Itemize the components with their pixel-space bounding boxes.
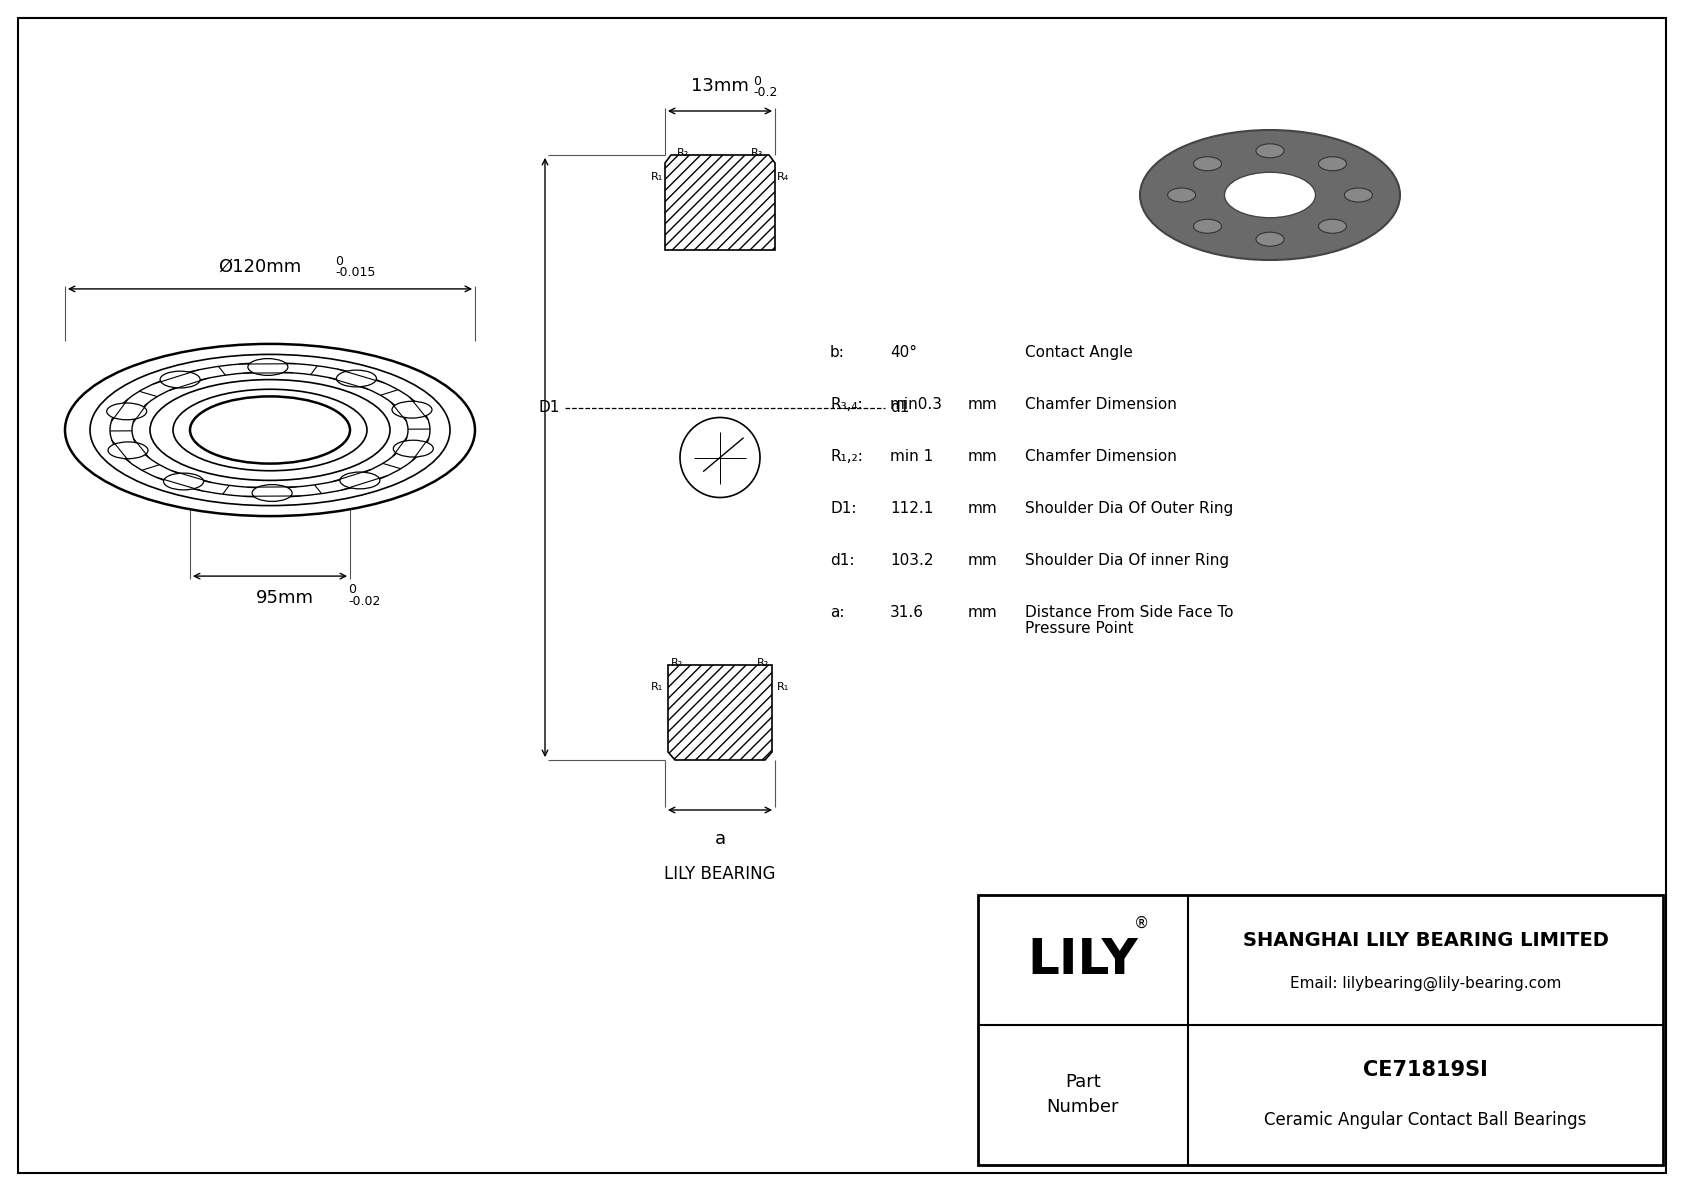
Text: R₃: R₃ [751,148,763,158]
Ellipse shape [150,380,391,480]
Ellipse shape [1194,219,1221,233]
Ellipse shape [173,389,367,470]
Text: R₁,₂:: R₁,₂: [830,449,862,464]
Text: 103.2: 103.2 [891,553,933,568]
Text: a: a [714,830,726,848]
Text: R₄: R₄ [776,172,790,182]
Ellipse shape [1167,188,1196,202]
Text: mm: mm [968,449,997,464]
Text: R₁: R₁ [650,682,663,692]
Text: 31.6: 31.6 [891,605,925,621]
Text: Pressure Point: Pressure Point [1026,621,1133,636]
Circle shape [680,418,759,498]
Text: Ceramic Angular Contact Ball Bearings: Ceramic Angular Contact Ball Bearings [1265,1111,1586,1129]
Text: CE71819SI: CE71819SI [1362,1060,1489,1079]
Text: Chamfer Dimension: Chamfer Dimension [1026,449,1177,464]
Text: R₂: R₂ [677,148,689,158]
Text: Email: lilybearing@lily-bearing.com: Email: lilybearing@lily-bearing.com [1290,975,1561,991]
Text: Shoulder Dia Of inner Ring: Shoulder Dia Of inner Ring [1026,553,1229,568]
Text: min 1: min 1 [891,449,933,464]
Text: mm: mm [968,501,997,516]
Ellipse shape [1224,173,1315,218]
Text: -0.2: -0.2 [753,86,778,99]
Ellipse shape [1344,188,1372,202]
Text: 112.1: 112.1 [891,501,933,516]
Ellipse shape [248,358,288,375]
Ellipse shape [1194,157,1221,170]
Polygon shape [665,155,775,250]
Text: -0.02: -0.02 [349,596,381,609]
Text: 95mm: 95mm [256,590,313,607]
Ellipse shape [1140,130,1399,260]
Ellipse shape [394,441,433,457]
Text: SHANGHAI LILY BEARING LIMITED: SHANGHAI LILY BEARING LIMITED [1243,931,1608,950]
Text: LILY: LILY [1027,936,1138,984]
Ellipse shape [1319,157,1347,170]
Text: -0.015: -0.015 [335,266,376,279]
Text: R₂: R₂ [756,657,770,668]
Text: ®: ® [1135,916,1150,931]
Text: mm: mm [968,605,997,621]
Text: b: b [733,473,739,486]
Ellipse shape [66,344,475,516]
Text: 0: 0 [335,255,344,268]
Text: a:: a: [830,605,844,621]
Polygon shape [669,665,771,760]
Ellipse shape [109,363,429,497]
Bar [978,894,1664,1165]
Ellipse shape [89,355,450,506]
Ellipse shape [392,401,433,418]
Text: Ø120mm: Ø120mm [219,258,301,276]
Ellipse shape [1256,144,1283,157]
Text: R₁: R₁ [650,172,663,182]
Text: 40°: 40° [891,345,918,360]
Text: d1:: d1: [830,553,854,568]
Text: R₁: R₁ [776,682,790,692]
Text: b:: b: [830,345,845,360]
Text: Contact Angle: Contact Angle [1026,345,1133,360]
Text: LILY BEARING: LILY BEARING [663,865,776,883]
Ellipse shape [160,372,200,388]
Ellipse shape [337,370,377,387]
Text: D1: D1 [539,400,561,416]
Text: mm: mm [968,397,997,412]
Text: Shoulder Dia Of Outer Ring: Shoulder Dia Of Outer Ring [1026,501,1233,516]
Text: 0: 0 [753,75,761,88]
Ellipse shape [340,472,381,488]
Ellipse shape [1319,219,1347,233]
Text: Chamfer Dimension: Chamfer Dimension [1026,397,1177,412]
Text: D1:: D1: [830,501,857,516]
Text: min0.3: min0.3 [891,397,943,412]
Text: R₂: R₂ [670,657,684,668]
Text: 0: 0 [349,584,355,597]
Ellipse shape [163,473,204,490]
Text: Part
Number: Part Number [1047,1073,1120,1116]
Ellipse shape [131,372,408,488]
Text: Distance From Side Face To: Distance From Side Face To [1026,605,1233,621]
Text: mm: mm [968,553,997,568]
Ellipse shape [253,485,291,501]
Text: d1: d1 [891,400,909,416]
Ellipse shape [106,403,147,419]
Ellipse shape [1256,232,1283,247]
Ellipse shape [108,442,148,459]
Ellipse shape [190,397,350,463]
Text: 13mm: 13mm [690,77,749,95]
Text: R₃,₄:: R₃,₄: [830,397,862,412]
